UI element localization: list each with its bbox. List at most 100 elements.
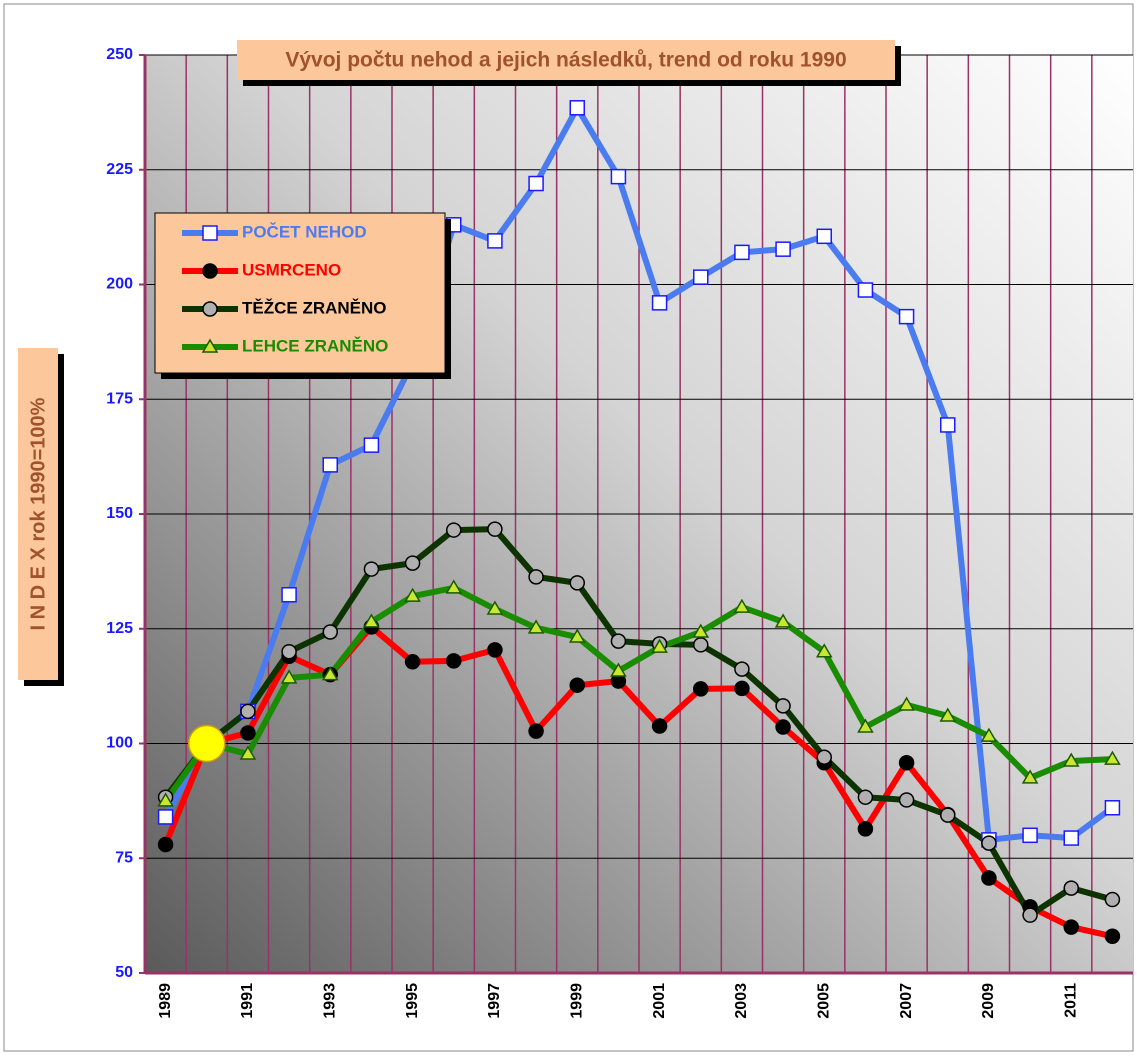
x-tick-label: 2003 (733, 983, 750, 1019)
legend-label: TĚŽCE ZRANĚNO (242, 298, 387, 317)
marker (569, 575, 585, 591)
marker (774, 613, 792, 628)
x-tick-label: 1999 (568, 983, 585, 1019)
marker (202, 225, 218, 241)
title-box (237, 40, 895, 80)
marker (898, 792, 915, 808)
y-axis-label: I N D E X rok 1990=100% (27, 397, 49, 630)
marker (157, 792, 174, 807)
marker (280, 669, 298, 684)
series-line (162, 104, 1115, 843)
marker (734, 244, 750, 261)
marker (734, 661, 750, 677)
x-tick-label: 1989 (157, 983, 174, 1019)
marker (775, 241, 791, 257)
marker (775, 719, 791, 735)
marker (651, 638, 668, 653)
marker (528, 723, 544, 739)
marker (610, 662, 627, 677)
marker (610, 633, 627, 649)
y-tick-label: 175 (106, 390, 133, 407)
marker (487, 521, 503, 537)
marker (940, 417, 956, 433)
marker (1063, 919, 1079, 935)
marker (1104, 750, 1121, 765)
marker (857, 718, 874, 733)
y-tick-label: 125 (106, 620, 133, 637)
marker (446, 522, 462, 538)
marker (940, 807, 956, 823)
legend-label: POČET NEHOD (242, 222, 367, 241)
x-tick-label: 1995 (404, 983, 421, 1019)
marker (1063, 830, 1079, 846)
y-tick-label: 150 (106, 505, 133, 522)
marker (487, 642, 503, 658)
marker (980, 727, 998, 742)
x-tick-label: 2011 (1062, 983, 1079, 1018)
marker (240, 725, 256, 741)
marker (528, 569, 544, 585)
marker (240, 703, 256, 720)
marker (527, 619, 545, 634)
marker (939, 707, 957, 722)
marker (569, 677, 585, 693)
marker (815, 643, 833, 658)
marker (1104, 800, 1121, 816)
marker (281, 587, 297, 603)
x-tick-label: 2007 (898, 983, 915, 1019)
marker (569, 100, 585, 116)
marker (486, 600, 504, 615)
marker (734, 680, 750, 697)
y-tick-label: 200 (106, 276, 133, 293)
marker (322, 624, 338, 640)
y-tick-label: 250 (106, 46, 133, 63)
marker (1063, 880, 1079, 896)
marker (816, 228, 832, 245)
y-label-box (18, 348, 58, 680)
marker (651, 295, 668, 311)
marker (201, 338, 219, 353)
marker (322, 457, 338, 473)
marker (568, 628, 586, 643)
marker (693, 269, 709, 285)
marker (857, 821, 874, 837)
marker (1021, 769, 1039, 784)
x-tick-label: 1997 (486, 983, 503, 1019)
marker (157, 809, 174, 825)
marker (404, 587, 421, 602)
legend-label: USMRCENO (242, 260, 341, 279)
marker (693, 637, 709, 653)
marker (898, 308, 915, 325)
marker (202, 301, 218, 317)
marker (898, 696, 915, 711)
y-tick-label: 50 (115, 964, 133, 981)
marker (404, 654, 421, 670)
marker (981, 835, 997, 851)
marker (898, 755, 915, 771)
marker (404, 555, 421, 571)
x-tick-label: 2005 (815, 983, 832, 1019)
x-tick-label: 2001 (651, 983, 668, 1019)
marker (445, 579, 463, 594)
x-tick-label: 1993 (321, 983, 338, 1019)
base-year-highlight (188, 724, 226, 763)
x-tick-label: 1991 (239, 983, 256, 1019)
y-tick-label: 75 (115, 849, 133, 866)
marker (733, 598, 751, 613)
marker (446, 653, 462, 669)
marker (239, 745, 257, 760)
marker (1104, 891, 1121, 908)
marker (692, 623, 710, 638)
marker (487, 233, 503, 249)
marker (857, 282, 874, 298)
marker (857, 789, 874, 805)
x-tick-label: 2009 (980, 983, 997, 1019)
marker (281, 643, 297, 660)
y-tick-label: 100 (106, 735, 133, 752)
marker (775, 698, 791, 714)
marker (202, 263, 218, 279)
marker (693, 681, 709, 697)
marker (1022, 907, 1038, 923)
marker (610, 168, 627, 185)
marker (1062, 752, 1080, 767)
